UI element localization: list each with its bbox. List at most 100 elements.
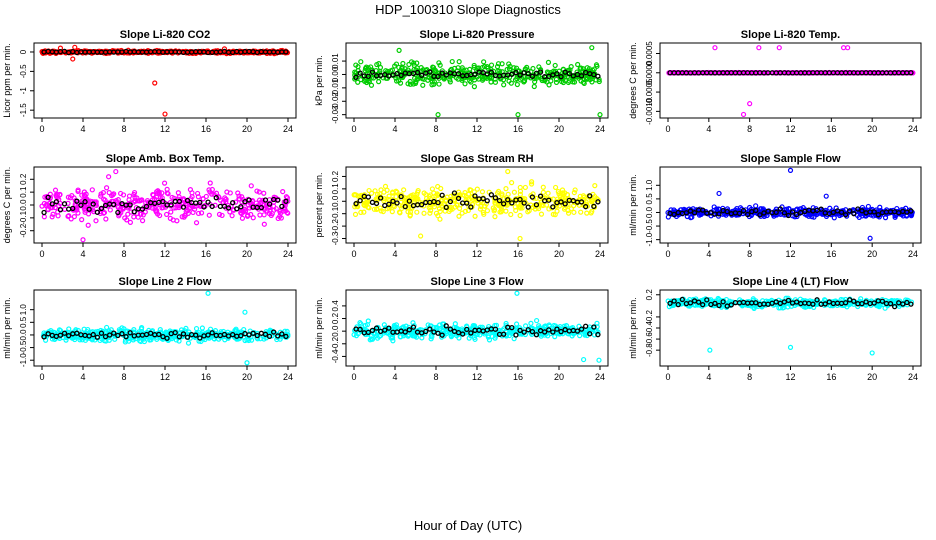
x-tick-label: 0: [351, 249, 356, 259]
data-point: [103, 185, 110, 191]
data-point: [447, 77, 453, 83]
mean-point: [262, 197, 269, 203]
outlier-point: [840, 45, 847, 51]
data-point: [139, 218, 146, 224]
x-tick-label: 16: [513, 372, 523, 382]
data-point: [207, 180, 213, 186]
data-point: [103, 216, 109, 222]
mean-point: [513, 332, 519, 338]
y-axis-label: kPa per min.: [314, 55, 324, 106]
x-tick-label: 12: [472, 249, 482, 259]
y-tick-label: 0.2: [19, 173, 28, 185]
panel-title: Slope Line 3 Flow: [431, 276, 524, 288]
x-tick-label: 12: [160, 372, 170, 382]
mean-point: [234, 206, 240, 212]
data-point: [584, 210, 590, 216]
mean-point: [246, 197, 252, 203]
mean-point: [123, 334, 129, 340]
x-tick-label: 8: [121, 249, 126, 259]
outlier-point: [747, 101, 753, 107]
mean-point: [578, 199, 585, 205]
x-tick-label: 20: [867, 124, 877, 134]
data-point: [517, 212, 523, 219]
data-point: [401, 187, 407, 193]
data-point: [455, 65, 461, 71]
data-point: [352, 69, 358, 75]
data-points: [665, 167, 915, 241]
plot-frame: [659, 166, 922, 244]
y-tick-label: 0.00: [331, 66, 340, 82]
outlier-point: [756, 45, 762, 51]
y-axis-label: degrees C per min.: [2, 167, 12, 244]
mean-point: [533, 332, 540, 338]
data-point: [488, 79, 494, 85]
mean-point: [509, 71, 515, 77]
mean-point: [246, 332, 252, 338]
panel-title: Slope Line 4 (LT) Flow: [733, 276, 849, 288]
mean-point: [398, 72, 404, 79]
data-point: [75, 188, 81, 194]
data-points: [352, 45, 603, 118]
plot-frame: [659, 42, 922, 119]
data-point: [488, 62, 495, 68]
y-axis-label: ml/min per min.: [314, 297, 324, 359]
x-tick-label: 16: [826, 249, 836, 259]
data-point: [261, 221, 267, 227]
data-point: [492, 79, 499, 85]
panel-title: Slope Li-820 CO2: [120, 29, 210, 41]
mean-point: [180, 204, 187, 210]
data-points: [666, 45, 916, 118]
x-tick-label: 16: [826, 124, 836, 134]
x-tick-label: 4: [80, 124, 85, 134]
outlier-point: [80, 237, 86, 243]
data-point: [358, 59, 364, 65]
outlier-point: [205, 290, 211, 296]
y-tick-label: -0.0010: [645, 97, 654, 125]
x-tick-label: 20: [867, 372, 877, 382]
y-tick-label: -0.5: [645, 219, 654, 233]
data-point: [511, 189, 517, 195]
mean-point: [423, 199, 429, 206]
data-point: [261, 190, 267, 196]
data-point: [376, 79, 382, 85]
data-point: [468, 79, 474, 85]
y-tick-label: 0.1: [19, 186, 28, 198]
data-point: [530, 65, 536, 72]
data-point: [528, 320, 534, 326]
data-point: [753, 203, 759, 209]
y-axis-label: percent per min.: [314, 172, 324, 237]
data-point: [540, 189, 546, 195]
mean-point: [357, 197, 363, 204]
x-tick-label: 8: [121, 372, 126, 382]
data-point: [250, 215, 256, 221]
mean-point: [57, 207, 64, 213]
mean-point: [361, 73, 367, 79]
x-tick-label: 8: [121, 124, 126, 134]
y-tick-label: 0.2: [645, 289, 654, 301]
y-tick-label: 0.0: [331, 195, 340, 207]
mean-point: [451, 328, 458, 334]
x-tick-label: 0: [351, 124, 356, 134]
data-point: [412, 80, 419, 86]
mean-point: [365, 194, 372, 200]
mean-point: [847, 297, 853, 303]
data-point: [592, 183, 598, 189]
y-tick-label: 1.0: [645, 179, 654, 191]
x-tick-label: 8: [433, 249, 438, 259]
data-point: [546, 82, 552, 88]
y-axis-label: Licor ppm per min.: [2, 43, 12, 118]
mean-point: [480, 196, 486, 202]
data-point: [534, 317, 540, 324]
x-tick-label: 8: [747, 372, 752, 382]
data-point: [175, 190, 181, 196]
data-point: [396, 64, 402, 71]
x-tick-label: 8: [433, 124, 438, 134]
mean-point: [184, 334, 191, 340]
data-point: [531, 83, 537, 90]
data-point: [540, 184, 546, 190]
data-point: [471, 62, 477, 69]
data-point: [575, 61, 581, 68]
x-tick-label: 12: [785, 372, 795, 382]
mean-point: [484, 71, 490, 77]
data-point: [594, 63, 600, 69]
